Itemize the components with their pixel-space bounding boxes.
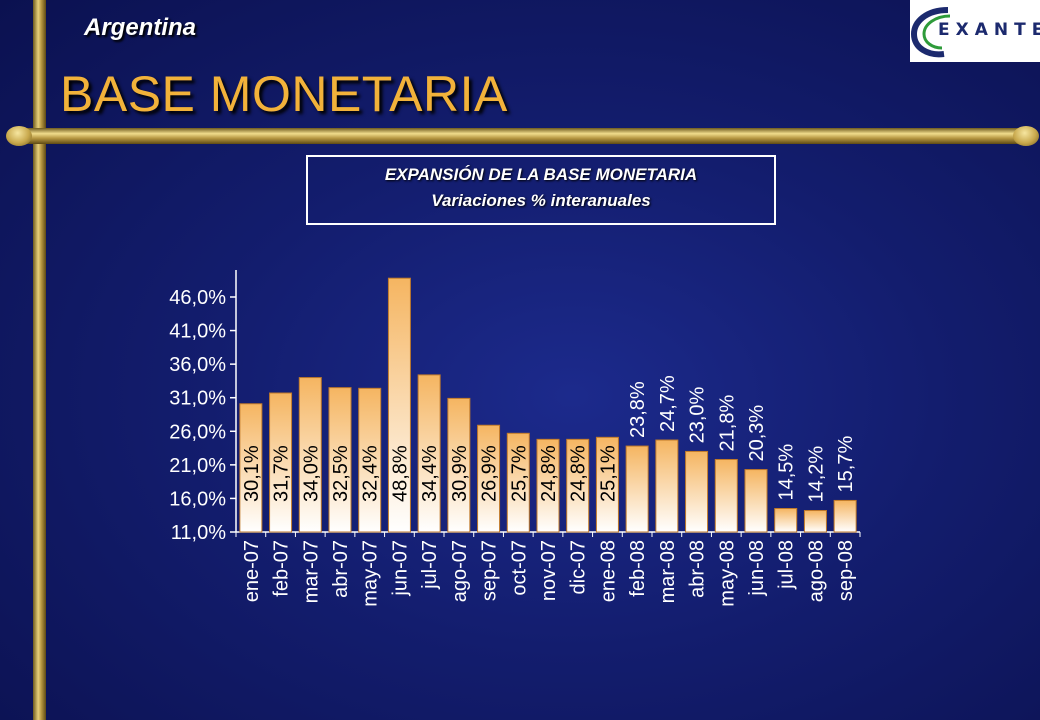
x-tick-label: may-08 [716,540,738,607]
bar-feb-08 [625,445,649,533]
x-tick-label: ene-07 [241,540,263,602]
x-tick-label: ago-07 [449,540,471,602]
data-label: 20,3% [746,405,768,462]
bar-ene-07 [239,403,263,533]
bar-nov-07 [536,438,560,533]
gold-horizontal-bar [6,126,1039,146]
x-tick-label: ago-08 [805,540,827,602]
y-tick-label: 41,0% [169,321,226,343]
exante-logo: EXANTE [910,0,1040,62]
y-tick-label: 21,0% [169,455,226,477]
x-tick-label: abr-07 [330,540,352,598]
data-label: 48,8% [389,445,411,502]
bar-abr-07 [328,387,352,533]
x-tick-label: mar-08 [657,540,679,603]
logo-text: EXANTE [938,20,1040,40]
data-label: 15,7% [835,436,857,493]
bar-ago-08 [803,510,827,533]
data-label: 32,4% [360,445,382,502]
bar-jun-07 [387,277,411,533]
data-label: 24,7% [657,375,679,432]
data-label: 30,1% [241,445,263,502]
logo-swirl-icon [910,7,951,58]
bar-oct-07 [506,432,530,533]
bar-sep-08 [833,499,857,533]
data-label: 14,5% [776,444,798,501]
data-label: 32,5% [330,445,352,502]
bar-ago-07 [447,397,471,533]
y-tick-label: 46,0% [169,287,226,309]
x-tick-label: mar-07 [300,540,322,603]
data-label: 14,2% [805,446,827,503]
bar-sep-07 [477,424,501,533]
data-label: 24,8% [568,445,590,502]
x-tick-label: sep-08 [835,540,857,601]
x-tick-label: ene-08 [597,540,619,602]
x-tick-label: may-07 [360,540,382,607]
x-tick-label: oct-07 [508,540,530,596]
gold-vertical-bar [33,0,46,720]
data-label: 23,8% [627,381,649,438]
data-label: 21,8% [716,395,738,452]
bar-ene-08 [595,436,619,533]
bar-mar-07 [298,377,322,533]
chart-subtitle: Variaciones % interanuales [431,191,651,210]
x-tick-label: abr-08 [687,540,709,598]
data-label: 23,0% [687,387,709,444]
bar-abr-08 [685,450,709,533]
x-tick-label: sep-07 [479,540,501,601]
x-tick-label: jun-08 [746,540,768,597]
bar-may-08 [714,458,738,533]
data-label: 30,9% [449,445,471,502]
x-tick-label: feb-08 [627,540,649,597]
x-tick-label: nov-07 [538,540,560,601]
data-label: 34,4% [419,445,441,502]
y-tick-label: 31,0% [169,388,226,410]
x-tick-label: jun-07 [389,540,411,597]
data-label: 24,8% [538,445,560,502]
data-label: 25,7% [508,445,530,502]
data-label: 25,1% [597,445,619,502]
bar-jul-07 [417,374,441,533]
x-tick-label: jul-08 [776,540,798,590]
bar-may-07 [358,387,382,533]
y-tick-label: 16,0% [169,488,226,510]
data-label: 34,0% [300,445,322,502]
y-tick-label: 36,0% [169,354,226,376]
bar-jul-08 [774,508,798,533]
x-tick-label: dic-07 [568,540,590,594]
chart-title: EXPANSIÓN DE LA BASE MONETARIA [384,165,698,184]
bar-dic-07 [566,438,590,533]
x-tick-label: jul-07 [419,540,441,590]
chart-title-box: EXPANSIÓN DE LA BASE MONETARIA Variacion… [306,155,776,225]
bar-jun-08 [744,469,768,533]
bar-mar-08 [655,439,679,533]
y-tick-label: 11,0% [171,522,226,544]
page-title: BASE MONETARIA [60,66,508,122]
country-label: Argentina [84,14,197,41]
data-label: 31,7% [271,445,293,502]
x-tick-label: feb-07 [271,540,293,597]
bar-feb-07 [269,392,293,533]
y-tick-label: 26,0% [169,421,226,443]
data-label: 26,9% [479,445,501,502]
